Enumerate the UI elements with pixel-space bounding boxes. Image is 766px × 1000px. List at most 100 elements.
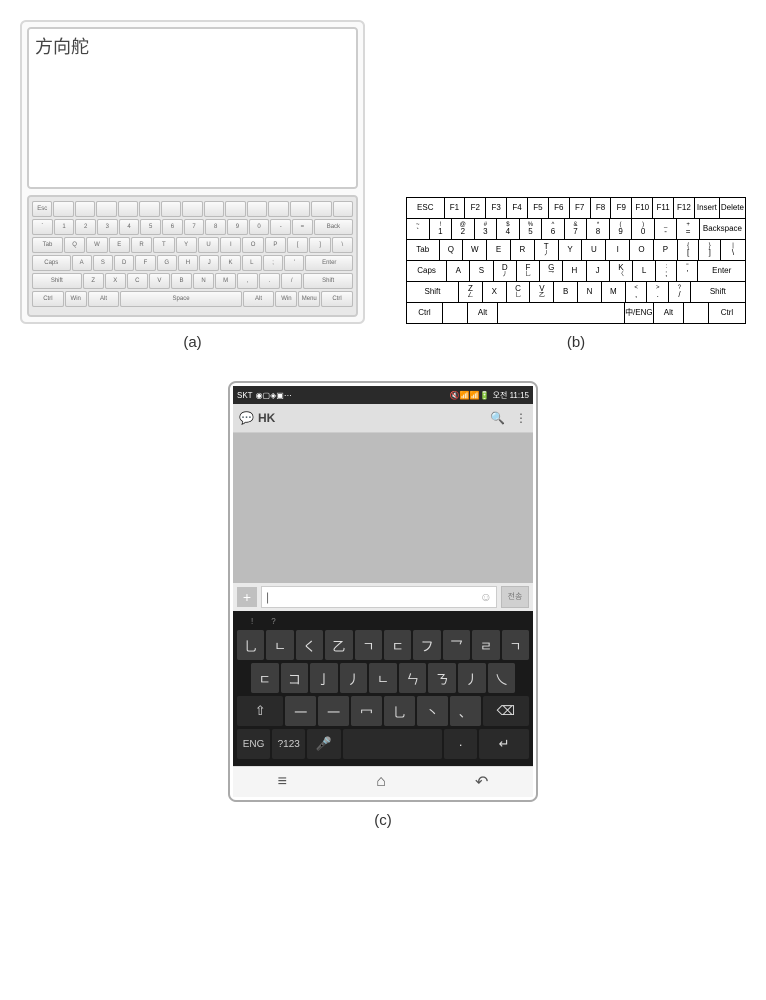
keyboard-a-key[interactable] (311, 201, 331, 217)
keyboard-b-key[interactable]: :; (656, 261, 677, 281)
keyboard-a-key[interactable]: Ctrl (321, 291, 353, 307)
keyboard-a-key[interactable]: F (135, 255, 155, 271)
keyboard-a-key[interactable] (161, 201, 181, 217)
keyboard-a-key[interactable]: T (153, 237, 174, 253)
keyboard-a-key[interactable]: \ (332, 237, 353, 253)
keyboard-c-key[interactable]: · (444, 729, 477, 759)
keyboard-a-key[interactable] (225, 201, 245, 217)
keyboard-a-key[interactable]: Shift (303, 273, 353, 289)
keyboard-a-key[interactable]: A (72, 255, 92, 271)
keyboard-a-key[interactable] (75, 201, 95, 217)
keyboard-b-key[interactable]: Caps (407, 261, 447, 281)
keyboard-a-key[interactable]: [ (287, 237, 308, 253)
keyboard-c-key[interactable]: 冖 (351, 696, 382, 726)
keyboard-b-key[interactable]: Zㄥ (459, 282, 483, 302)
keyboard-b-key[interactable]: }] (699, 240, 721, 260)
keyboard-b-key[interactable]: ?/ (669, 282, 691, 302)
keyboard-b-key[interactable]: L (633, 261, 656, 281)
keyboard-b-key[interactable]: F乚 (517, 261, 540, 281)
keyboard-a-key[interactable]: P (265, 237, 286, 253)
keyboard-c-key[interactable]: ㄋ (428, 663, 456, 693)
keyboard-b-key[interactable]: >. (647, 282, 669, 302)
keyboard-b-key[interactable]: Ctrl (709, 303, 745, 323)
keyboard-b-key[interactable]: 中/ENG (625, 303, 655, 323)
plus-button[interactable]: + (237, 587, 257, 607)
keyboard-b-key[interactable]: Delete (720, 198, 745, 218)
keyboard-a-key[interactable]: J (199, 255, 219, 271)
keyboard-a-key[interactable]: Esc (32, 201, 52, 217)
keyboard-a-key[interactable]: E (109, 237, 130, 253)
keyboard-a-key[interactable]: S (93, 255, 113, 271)
keyboard-a-key[interactable]: = (292, 219, 313, 235)
keyboard-a-key[interactable] (139, 201, 159, 217)
keyboard-b-key[interactable]: F10 (632, 198, 653, 218)
keyboard-c-key[interactable]: ㄴ (266, 630, 293, 660)
keyboard-a-key[interactable]: ' (284, 255, 304, 271)
keyboard-b-key[interactable]: F5 (528, 198, 549, 218)
keyboard-a-key[interactable]: U (198, 237, 219, 253)
keyboard-b-key[interactable]: X (483, 282, 507, 302)
keyboard-a-key[interactable]: Tab (32, 237, 63, 253)
emoji-icon[interactable]: ☺ (480, 590, 492, 604)
keyboard-b-key[interactable]: <, (626, 282, 648, 302)
keyboard-a-key[interactable]: ] (309, 237, 330, 253)
keyboard-b-key[interactable]: )0 (632, 219, 655, 239)
keyboard-a-key[interactable]: I (220, 237, 241, 253)
keyboard-a-key[interactable]: L (242, 255, 262, 271)
keyboard-b-key[interactable] (498, 303, 625, 323)
keyboard-b-key[interactable]: F6 (549, 198, 570, 218)
keyboard-a-key[interactable]: V (149, 273, 170, 289)
keyboard-c-key[interactable]: 乛 (443, 630, 470, 660)
keyboard-b-key[interactable]: I (606, 240, 630, 260)
keyboard-c-key[interactable]: ㄹ (472, 630, 499, 660)
keyboard-b-key[interactable]: A (447, 261, 470, 281)
keyboard-b-key[interactable]: $4 (497, 219, 520, 239)
keyboard-a-key[interactable]: W (86, 237, 107, 253)
menu-icon[interactable]: ⋮ (515, 411, 527, 425)
keyboard-b-key[interactable]: F11 (653, 198, 674, 218)
keyboard-a-key[interactable]: Z (83, 273, 104, 289)
keyboard-a-key[interactable]: R (131, 237, 152, 253)
keyboard-c-key[interactable]: ㄱ (502, 630, 529, 660)
keyboard-b-key[interactable]: U (582, 240, 606, 260)
keyboard-a-key[interactable]: O (242, 237, 263, 253)
keyboard-a-key[interactable]: Enter (305, 255, 353, 271)
keyboard-c-key[interactable]: ↵ (479, 729, 529, 759)
keyboard-a-key[interactable]: Shift (32, 273, 82, 289)
keyboard-a-key[interactable]: - (270, 219, 291, 235)
keyboard-b-key[interactable]: Y (559, 240, 583, 260)
keyboard-b-key[interactable]: Shift (407, 282, 459, 302)
keyboard-a-key[interactable]: Y (176, 237, 197, 253)
keyboard-a-key[interactable]: Alt (88, 291, 120, 307)
keyboard-a-key[interactable]: 0 (249, 219, 270, 235)
keyboard-c-key[interactable]: 一 (285, 696, 316, 726)
keyboard-c-key[interactable]: 丿 (458, 663, 486, 693)
keyboard-b-key[interactable]: E (487, 240, 511, 260)
keyboard-b-key[interactable]: Tab (407, 240, 440, 260)
keyboard-c-key[interactable] (343, 729, 443, 759)
keyboard-b-key[interactable]: |\ (721, 240, 745, 260)
keyboard-b-key[interactable] (443, 303, 468, 323)
keyboard-a-key[interactable]: , (237, 273, 258, 289)
keyboard-c-key[interactable]: 亅 (310, 663, 338, 693)
keyboard-b-key[interactable]: Backspace (700, 219, 745, 239)
keyboard-a-key[interactable]: N (193, 273, 214, 289)
keyboard-a-key[interactable]: H (178, 255, 198, 271)
keyboard-a-key[interactable]: 3 (97, 219, 118, 235)
keyboard-b-key[interactable]: ESC (407, 198, 445, 218)
keyboard-b-key[interactable]: S (470, 261, 493, 281)
keyboard-b-key[interactable]: @2 (452, 219, 475, 239)
keyboard-c-key[interactable]: 丶 (417, 696, 448, 726)
keyboard-c-key[interactable]: ㄷ (251, 663, 279, 693)
keyboard-a-key[interactable]: 4 (119, 219, 140, 235)
keyboard-b-key[interactable]: Ctrl (407, 303, 443, 323)
keyboard-a-key[interactable] (182, 201, 202, 217)
keyboard-c-key[interactable]: 乙 (325, 630, 352, 660)
keyboard-b-key[interactable]: Enter (698, 261, 744, 281)
nav-menu-icon[interactable]: ≡ (278, 773, 287, 791)
keyboard-c-key[interactable]: コ (281, 663, 309, 693)
keyboard-c-key[interactable]: 一 (318, 696, 349, 726)
keyboard-b-key[interactable]: &7 (565, 219, 588, 239)
keyboard-a-key[interactable]: 8 (205, 219, 226, 235)
keyboard-b-key[interactable]: (9 (610, 219, 633, 239)
